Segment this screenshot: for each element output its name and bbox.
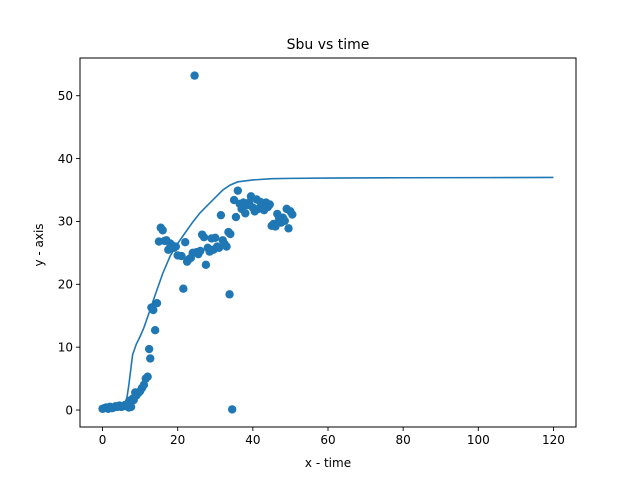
- x-tick-label: 0: [99, 433, 107, 447]
- scatter-point: [233, 186, 243, 195]
- scatter-point: [231, 212, 241, 222]
- scatter-point: [222, 242, 231, 251]
- scatter-point: [158, 226, 167, 235]
- scatter-point: [143, 372, 152, 381]
- scatter-point: [265, 200, 274, 209]
- scatter-point: [284, 224, 293, 233]
- y-tick-label: 20: [58, 278, 73, 292]
- scatter-point: [225, 290, 234, 299]
- y-tick-label: 50: [58, 89, 73, 103]
- scatter-point: [177, 251, 186, 261]
- x-tick-label: 20: [170, 433, 185, 447]
- scatter-point: [226, 229, 235, 239]
- chart-title: Sbu vs time: [287, 37, 370, 53]
- x-tick-label: 120: [542, 433, 565, 447]
- scatter-point: [216, 210, 226, 220]
- fit-line: [102, 176, 554, 411]
- x-tick-label: 60: [320, 433, 335, 447]
- scatter-point: [280, 216, 289, 226]
- y-axis-label: y - axis: [32, 223, 46, 266]
- scatter-point: [146, 354, 155, 363]
- y-tick-label: 30: [58, 215, 73, 229]
- scatter-point: [196, 246, 205, 256]
- y-tick-label: 10: [58, 340, 73, 354]
- plot-area: [98, 71, 554, 414]
- scatter-point: [288, 210, 297, 219]
- y-tick-label: 40: [58, 152, 73, 166]
- scatter-point: [201, 260, 211, 270]
- scatter-point: [199, 232, 209, 242]
- scatter-point: [152, 298, 162, 308]
- scatter-point: [190, 71, 199, 80]
- scatter-point: [150, 325, 160, 335]
- scatter-point: [179, 284, 188, 293]
- scatter-point: [126, 402, 136, 412]
- y-tick-label: 0: [65, 403, 73, 417]
- x-tick-label: 40: [245, 433, 260, 447]
- scatter-point: [227, 405, 237, 414]
- x-axis-label: x - time: [305, 456, 351, 470]
- scatter-point: [144, 344, 154, 354]
- x-tick-label: 80: [396, 433, 411, 447]
- x-tick-label: 100: [467, 433, 490, 447]
- ticks: 0 20 40 60 80 100 120 0 10 20 30 40 50: [58, 89, 565, 447]
- scatter-point: [181, 237, 190, 247]
- scatter-point: [241, 209, 250, 218]
- scatter-point: [211, 233, 220, 242]
